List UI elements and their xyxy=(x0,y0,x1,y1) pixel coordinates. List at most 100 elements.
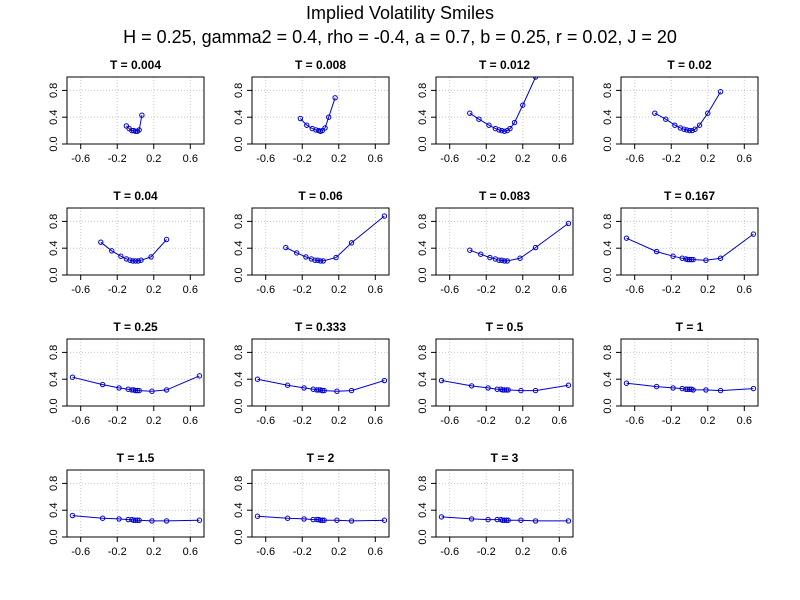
data-point xyxy=(505,387,511,393)
x-tick-label: 0.2 xyxy=(700,415,715,427)
data-point xyxy=(501,517,508,523)
data-point xyxy=(565,220,572,227)
y-tick-label: 0.4 xyxy=(417,110,429,125)
y-tick-label: 0.4 xyxy=(233,110,245,125)
data-point xyxy=(501,387,508,393)
data-point xyxy=(686,127,693,134)
data-point xyxy=(381,377,388,384)
data-point xyxy=(486,122,492,128)
x-tick-label: -0.2 xyxy=(108,153,127,165)
plot-frame xyxy=(66,338,205,407)
panel-title: T = 0.5 xyxy=(486,320,524,334)
plot-frame xyxy=(251,207,390,276)
plot-frame xyxy=(66,207,205,276)
data-point xyxy=(99,381,106,388)
plot-frame xyxy=(66,76,205,145)
y-tick-label: 0.4 xyxy=(417,503,429,518)
panel-title: T = 0.04 xyxy=(113,189,158,203)
data-point xyxy=(478,251,484,257)
data-point xyxy=(163,236,170,243)
data-point xyxy=(125,386,131,392)
data-point xyxy=(684,127,690,133)
panel-title: T = 0.06 xyxy=(298,189,343,203)
y-tick-label: 0.0 xyxy=(417,267,429,282)
x-tick-label: -0.6 xyxy=(440,153,459,165)
x-tick-label: -0.2 xyxy=(293,153,312,165)
data-point xyxy=(139,112,145,118)
data-point xyxy=(134,387,141,394)
data-point xyxy=(334,517,340,523)
data-point xyxy=(690,256,696,263)
data-point xyxy=(310,386,316,392)
y-tick-label: 0.4 xyxy=(233,241,245,256)
data-point xyxy=(127,257,133,263)
x-tick-label: 0.6 xyxy=(183,153,198,165)
y-tick-label: 0.8 xyxy=(417,476,429,491)
data-point xyxy=(123,123,130,129)
panels-grid: T = 0.004-0.6 -0.2 0.2 0.60.00.40.8T = 0.00… xyxy=(48,58,759,558)
data-point xyxy=(438,514,445,520)
y-tick-label: 0.4 xyxy=(602,372,614,387)
data-point xyxy=(149,388,155,394)
y-tick-label: 0.4 xyxy=(602,241,614,256)
y-tick-label: 0.0 xyxy=(233,529,245,544)
data-point xyxy=(196,517,203,523)
smile-panel: T = 1.5 -0.6 -0.2 0.2 0.6 0.0 0.4 0.8 xyxy=(48,451,205,558)
x-tick-label: 0.2 xyxy=(146,284,161,296)
y-tick-label: 0.0 xyxy=(233,398,245,413)
x-tick-label: 0.2 xyxy=(331,415,346,427)
data-point xyxy=(284,515,291,521)
data-point xyxy=(301,385,307,391)
data-point xyxy=(381,517,388,523)
data-point xyxy=(696,122,703,128)
y-tick-label: 0.4 xyxy=(233,503,245,518)
x-tick-label: -0.2 xyxy=(108,415,127,427)
data-point xyxy=(132,387,139,394)
x-tick-label: -0.2 xyxy=(662,153,681,165)
y-tick-label: 0.0 xyxy=(602,267,614,282)
y-tick-label: 0.4 xyxy=(233,372,245,387)
panel-title: T = 0.333 xyxy=(295,320,346,334)
x-tick-label: -0.6 xyxy=(256,415,275,427)
x-tick-label: -0.6 xyxy=(71,284,90,296)
data-point xyxy=(679,385,685,392)
y-tick-label: 0.4 xyxy=(602,110,614,125)
data-point xyxy=(138,257,144,263)
x-tick-label: 0.6 xyxy=(552,284,567,296)
data-point xyxy=(504,258,510,264)
data-point xyxy=(468,516,475,522)
data-point xyxy=(381,213,388,219)
smile-panel: T = 3 -0.6 -0.2 0.2 0.6 0.0 0.4 0.8 xyxy=(417,451,574,558)
x-tick-label: 0.2 xyxy=(331,153,346,165)
data-point xyxy=(118,253,124,259)
data-point xyxy=(319,517,326,523)
data-point xyxy=(467,247,473,253)
data-point xyxy=(125,516,131,523)
data-point xyxy=(688,256,695,263)
plot-frame xyxy=(435,76,574,145)
x-tick-label: -0.6 xyxy=(440,415,459,427)
data-point xyxy=(683,386,689,392)
data-point xyxy=(686,386,693,392)
data-point xyxy=(254,513,261,519)
x-tick-label: -0.2 xyxy=(293,415,312,427)
data-point xyxy=(129,387,135,393)
x-tick-label: 0.6 xyxy=(183,415,198,427)
x-tick-label: -0.2 xyxy=(477,415,496,427)
y-tick-label: 0.8 xyxy=(233,476,245,491)
data-point xyxy=(314,387,320,393)
data-point xyxy=(317,258,324,264)
data-point xyxy=(319,127,326,134)
data-point xyxy=(130,258,136,264)
x-tick-label: -0.6 xyxy=(71,415,90,427)
x-tick-label: 0.6 xyxy=(737,415,752,427)
data-point xyxy=(717,89,724,95)
panel-title: T = 1.5 xyxy=(117,451,155,465)
y-tick-label: 0.8 xyxy=(417,345,429,360)
data-point xyxy=(467,110,473,116)
y-tick-label: 0.8 xyxy=(48,214,60,229)
x-tick-label: 0.6 xyxy=(737,284,752,296)
x-tick-label: 0.6 xyxy=(552,546,567,558)
smile-panel: T = 0.06 -0.6 -0.2 0.2 0.6 0.0 0.4 0.8 xyxy=(233,189,390,296)
data-point xyxy=(565,382,572,388)
